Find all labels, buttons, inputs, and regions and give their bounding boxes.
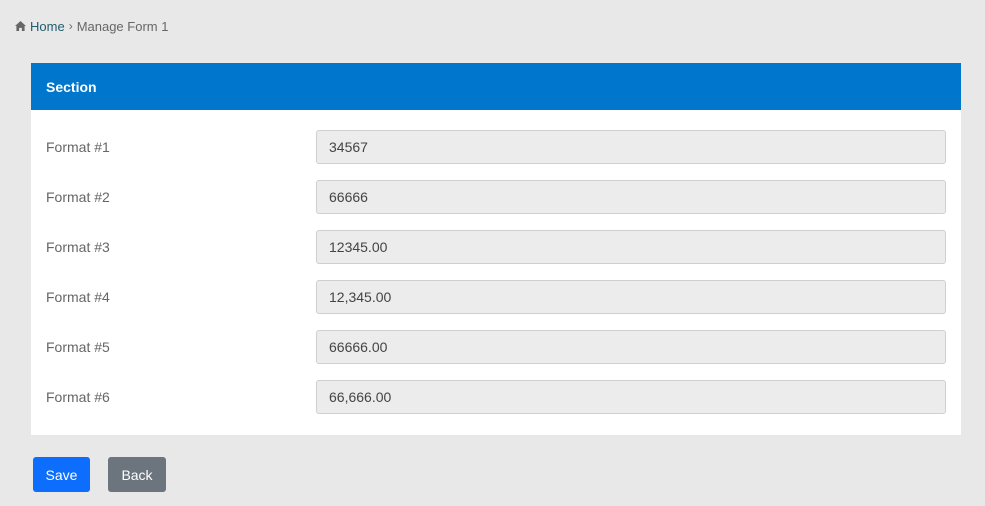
form-row-format-6: Format #6 xyxy=(31,380,961,414)
format-6-input[interactable] xyxy=(316,380,946,414)
format-2-label: Format #2 xyxy=(46,189,110,205)
form-actions: Save Back xyxy=(33,457,166,492)
form-row-format-4: Format #4 xyxy=(31,280,961,314)
breadcrumb: Home › Manage Form 1 xyxy=(15,18,168,34)
format-2-input[interactable] xyxy=(316,180,946,214)
back-button[interactable]: Back xyxy=(108,457,166,492)
format-5-input[interactable] xyxy=(316,330,946,364)
save-button[interactable]: Save xyxy=(33,457,90,492)
format-6-label: Format #6 xyxy=(46,389,110,405)
format-3-label: Format #3 xyxy=(46,239,110,255)
home-icon xyxy=(15,21,26,31)
section-panel: Section Format #1 Format #2 Format #3 Fo… xyxy=(31,63,961,435)
form-row-format-5: Format #5 xyxy=(31,330,961,364)
format-3-input[interactable] xyxy=(316,230,946,264)
breadcrumb-separator: › xyxy=(68,19,73,33)
format-1-label: Format #1 xyxy=(46,139,110,155)
form-row-format-1: Format #1 xyxy=(31,130,961,164)
format-4-input[interactable] xyxy=(316,280,946,314)
breadcrumb-home-link[interactable]: Home xyxy=(30,18,65,34)
format-1-input[interactable] xyxy=(316,130,946,164)
breadcrumb-current: Manage Form 1 xyxy=(76,18,169,34)
form-row-format-3: Format #3 xyxy=(31,230,961,264)
form-row-format-2: Format #2 xyxy=(31,180,961,214)
format-5-label: Format #5 xyxy=(46,339,110,355)
section-header: Section xyxy=(31,63,961,110)
section-title: Section xyxy=(46,78,97,95)
format-4-label: Format #4 xyxy=(46,289,110,305)
